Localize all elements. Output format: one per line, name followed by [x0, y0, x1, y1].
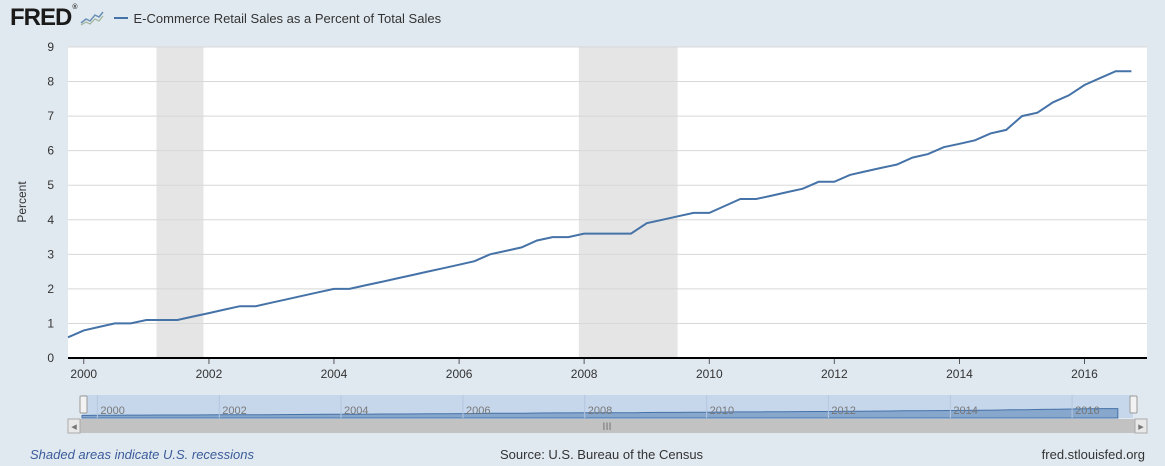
- x-axis-ticks: 2000 2002 2004 2006 2008 2010 2012 2014 2016: [70, 358, 1098, 381]
- navigator-tick-label: 2014: [953, 405, 977, 417]
- recession-note: Shaded areas indicate U.S. recessions: [30, 447, 255, 462]
- y-tick-label: 3: [47, 247, 54, 261]
- x-tick-label: 2014: [946, 367, 973, 381]
- y-tick-label: 5: [47, 178, 54, 192]
- y-tick-label: 2: [47, 282, 54, 296]
- navigator-tick-label: 2006: [466, 405, 490, 417]
- navigator-tick-label: 2000: [100, 405, 124, 417]
- legend-series-swatch: [113, 17, 128, 19]
- arrow-left-icon: ◂: [71, 421, 77, 433]
- navigator-tick-label: 2010: [710, 405, 734, 417]
- x-tick-label: 2010: [696, 367, 723, 381]
- navigator-ticks: 2000 2002 2004 2006 2008 2010 2012 2014 2016: [96, 395, 1100, 418]
- recession-band: [156, 47, 204, 358]
- navigator-tick-label: 2008: [588, 405, 612, 417]
- navigator-left-handle[interactable]: [79, 395, 88, 414]
- fred-logo[interactable]: FRED®: [10, 4, 78, 31]
- x-tick-label: 2004: [321, 367, 348, 381]
- legend-series-label: E-Commerce Retail Sales as a Percent of …: [133, 10, 442, 26]
- recession-bands: [156, 47, 678, 358]
- x-tick-label: 2000: [70, 367, 97, 381]
- x-tick-label: 2002: [196, 367, 223, 381]
- y-axis-ticks: 0 1 2 3 4 5 6 7 8 9: [47, 40, 54, 365]
- chart-legend[interactable]: E-Commerce Retail Sales as a Percent of …: [113, 10, 442, 26]
- x-tick-label: 2008: [571, 367, 598, 381]
- fred-logo-graph-icon: [79, 10, 104, 26]
- range-navigator[interactable]: 2000 2002 2004 2006 2008 2010 2012 2014 2016 ◂ ▸…: [67, 395, 1148, 434]
- y-tick-label: 0: [47, 351, 54, 365]
- gridlines: [68, 46, 1147, 324]
- x-tick-label: 2016: [1071, 367, 1098, 381]
- y-tick-label: 1: [47, 316, 54, 330]
- grip-icon: III: [602, 421, 611, 433]
- y-tick-label: 8: [47, 75, 54, 89]
- x-tick-label: 2006: [446, 367, 473, 381]
- navigator-tick-label: 2004: [344, 405, 368, 417]
- navigator-scrollbar-thumb[interactable]: [78, 419, 1137, 433]
- navigator-right-handle[interactable]: [1129, 395, 1138, 414]
- chart-header: FRED® E-Commerce Retail Sales as a Perce…: [10, 4, 441, 32]
- y-tick-label: 7: [47, 109, 54, 123]
- source-note: Source: U.S. Bureau of the Census: [500, 447, 704, 462]
- x-tick-label: 2012: [821, 367, 848, 381]
- y-axis-label: Percent: [15, 181, 29, 223]
- y-tick-label: 4: [47, 213, 54, 227]
- navigator-tick-label: 2012: [831, 405, 855, 417]
- series-layer[interactable]: [67, 70, 1132, 339]
- arrow-right-icon: ▸: [1138, 421, 1144, 433]
- navigator-tick-label: 2016: [1075, 405, 1099, 417]
- y-tick-label: 9: [47, 40, 54, 54]
- recession-band: [578, 47, 678, 358]
- series-line[interactable]: [67, 70, 1132, 339]
- navigator-scroll-right-button[interactable]: [1134, 418, 1148, 434]
- navigator-tick-label: 2002: [222, 405, 246, 417]
- y-tick-label: 6: [47, 144, 54, 158]
- navigator-scroll-left-button[interactable]: [67, 418, 81, 434]
- site-link[interactable]: fred.stlouisfed.org: [1041, 447, 1145, 462]
